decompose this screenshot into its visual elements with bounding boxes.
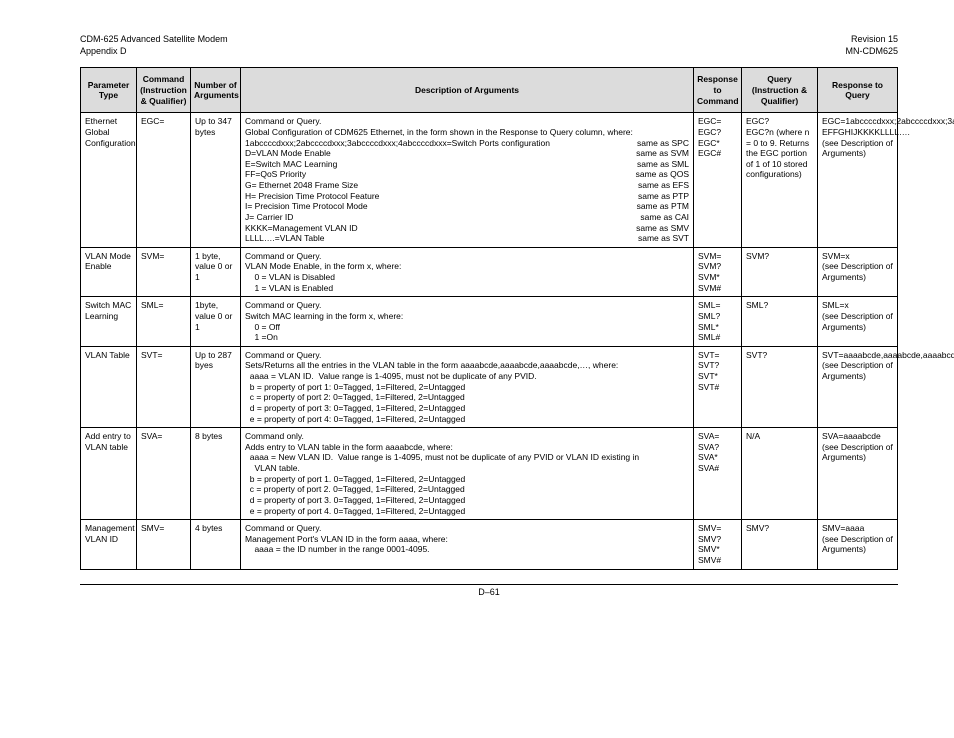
col-query: Query (Instruction & Qualifier) (742, 68, 818, 113)
cell-description: Command or Query.Global Configuration of… (241, 113, 694, 248)
parameters-table: Parameter Type Command (Instruction & Qu… (80, 67, 898, 569)
cell-response-query: SML=x (see Description of Arguments) (818, 297, 898, 347)
table-header-row: Parameter Type Command (Instruction & Qu… (81, 68, 898, 113)
desc-pair: E=Switch MAC Learning same as SML (245, 159, 689, 170)
table-row: Add entry to VLAN tableSVA=8 bytesComman… (81, 428, 898, 520)
header-left: CDM-625 Advanced Satellite Modem Appendi… (80, 34, 228, 57)
cell-response-command: SMV= SMV? SMV* SMV# (694, 520, 742, 570)
page-header: CDM-625 Advanced Satellite Modem Appendi… (80, 34, 898, 57)
cell-command: SML= (137, 297, 191, 347)
cell-num-arguments: Up to 287 byes (191, 346, 241, 427)
header-right: Revision 15 MN-CDM625 (845, 34, 898, 57)
desc-left: J= Carrier ID (245, 212, 628, 223)
desc-pair: LLLL….=VLAN Table same as SVT (245, 233, 689, 244)
cell-parameter-type: VLAN Mode Enable (81, 247, 137, 297)
cell-description: Command only. Adds entry to VLAN table i… (241, 428, 694, 520)
desc-left: FF=QoS Priority (245, 169, 624, 180)
col-description: Description of Arguments (241, 68, 694, 113)
cell-query: SML? (742, 297, 818, 347)
cell-command: SVT= (137, 346, 191, 427)
cell-description: Command or Query. Switch MAC learning in… (241, 297, 694, 347)
cell-description: Command or Query. Sets/Returns all the e… (241, 346, 694, 427)
table-row: Switch MAC LearningSML=1byte, value 0 or… (81, 297, 898, 347)
col-response-query: Response to Query (818, 68, 898, 113)
cell-query: SVM? (742, 247, 818, 297)
desc-right: same as PTM (637, 201, 689, 212)
desc-right: same as QOS (636, 169, 689, 180)
cell-num-arguments: 1byte, value 0 or 1 (191, 297, 241, 347)
header-right-line1: Revision 15 (845, 34, 898, 46)
header-left-line1: CDM-625 Advanced Satellite Modem (80, 34, 228, 46)
cell-command: SMV= (137, 520, 191, 570)
desc-line: Global Configuration of CDM625 Ethernet,… (245, 127, 689, 138)
table-row: VLAN TableSVT=Up to 287 byesCommand or Q… (81, 346, 898, 427)
cell-description: Command or Query. Management Port's VLAN… (241, 520, 694, 570)
desc-pair: D=VLAN Mode Enable same as SVM (245, 148, 689, 159)
col-parameter-type: Parameter Type (81, 68, 137, 113)
desc-pair: KKKK=Management VLAN ID same as SMV (245, 223, 689, 234)
cell-response-query: SVT=aaaabcde,aaaabcde,aaaabcde… (see Des… (818, 346, 898, 427)
desc-left: H= Precision Time Protocol Feature (245, 191, 626, 202)
col-command: Command (Instruction & Qualifier) (137, 68, 191, 113)
desc-right: same as SVT (638, 233, 689, 244)
cell-command: SVA= (137, 428, 191, 520)
header-right-line2: MN-CDM625 (845, 46, 898, 58)
desc-pair: H= Precision Time Protocol Feature same a… (245, 191, 689, 202)
cell-description: Command or Query. VLAN Mode Enable, in t… (241, 247, 694, 297)
cell-response-query: SVM=x (see Description of Arguments) (818, 247, 898, 297)
cell-response-query: SVA=aaaabcde (see Description of Argumen… (818, 428, 898, 520)
cell-num-arguments: Up to 347 bytes (191, 113, 241, 248)
col-num-arguments: Number of Arguments (191, 68, 241, 113)
desc-right: same as SMV (636, 223, 689, 234)
cell-num-arguments: 4 bytes (191, 520, 241, 570)
table-row: Management VLAN IDSMV=4 bytesCommand or … (81, 520, 898, 570)
cell-response-command: SVT= SVT? SVT* SVT# (694, 346, 742, 427)
cell-num-arguments: 1 byte, value 0 or 1 (191, 247, 241, 297)
desc-pair: I= Precision Time Protocol Mode same as P… (245, 201, 689, 212)
cell-response-command: SVM= SVM? SVM* SVM# (694, 247, 742, 297)
desc-line: Command or Query. (245, 116, 689, 127)
desc-left: E=Switch MAC Learning (245, 159, 625, 170)
desc-right: same as CAI (640, 212, 689, 223)
desc-pair: 1abccccdxxx;2abccccdxxx;3abccccdxxx;4abc… (245, 138, 689, 149)
cell-parameter-type: Ethernet Global Configuration (81, 113, 137, 248)
cell-command: SVM= (137, 247, 191, 297)
desc-pair: J= Carrier ID same as CAI (245, 212, 689, 223)
cell-query: SMV? (742, 520, 818, 570)
cell-num-arguments: 8 bytes (191, 428, 241, 520)
desc-left: D=VLAN Mode Enable (245, 148, 624, 159)
cell-parameter-type: VLAN Table (81, 346, 137, 427)
desc-right: same as SPC (637, 138, 689, 149)
cell-response-query: SMV=aaaa (see Description of Arguments) (818, 520, 898, 570)
cell-query: SVT? (742, 346, 818, 427)
cell-parameter-type: Switch MAC Learning (81, 297, 137, 347)
page-number: D–61 (80, 587, 898, 597)
table-row: Ethernet Global ConfigurationEGC=Up to 3… (81, 113, 898, 248)
cell-response-command: SVA= SVA? SVA* SVA# (694, 428, 742, 520)
cell-query: N/A (742, 428, 818, 520)
footer-rule (80, 584, 898, 585)
desc-pair: FF=QoS Priority same as QOS (245, 169, 689, 180)
header-left-line2: Appendix D (80, 46, 228, 58)
table-row: VLAN Mode EnableSVM=1 byte, value 0 or 1… (81, 247, 898, 297)
desc-right: same as PTP (638, 191, 689, 202)
cell-response-command: SML= SML? SML* SML# (694, 297, 742, 347)
desc-pair: G= Ethernet 2048 Frame Size same as EFS (245, 180, 689, 191)
desc-left: 1abccccdxxx;2abccccdxxx;3abccccdxxx;4abc… (245, 138, 625, 149)
desc-right: same as EFS (638, 180, 689, 191)
cell-query: EGC? EGC?n (where n = 0 to 9. Returns th… (742, 113, 818, 248)
desc-left: G= Ethernet 2048 Frame Size (245, 180, 626, 191)
desc-right: same as SML (637, 159, 689, 170)
desc-left: KKKK=Management VLAN ID (245, 223, 624, 234)
desc-right: same as SVM (636, 148, 689, 159)
cell-command: EGC= (137, 113, 191, 248)
desc-left: LLLL….=VLAN Table (245, 233, 626, 244)
cell-response-query: EGC=1abccccdxxx;2abccccdxxx;3abccccdxxx;… (818, 113, 898, 248)
cell-parameter-type: Add entry to VLAN table (81, 428, 137, 520)
cell-response-command: EGC= EGC? EGC* EGC# (694, 113, 742, 248)
desc-left: I= Precision Time Protocol Mode (245, 201, 625, 212)
col-response-cmd: Response to Command (694, 68, 742, 113)
cell-parameter-type: Management VLAN ID (81, 520, 137, 570)
